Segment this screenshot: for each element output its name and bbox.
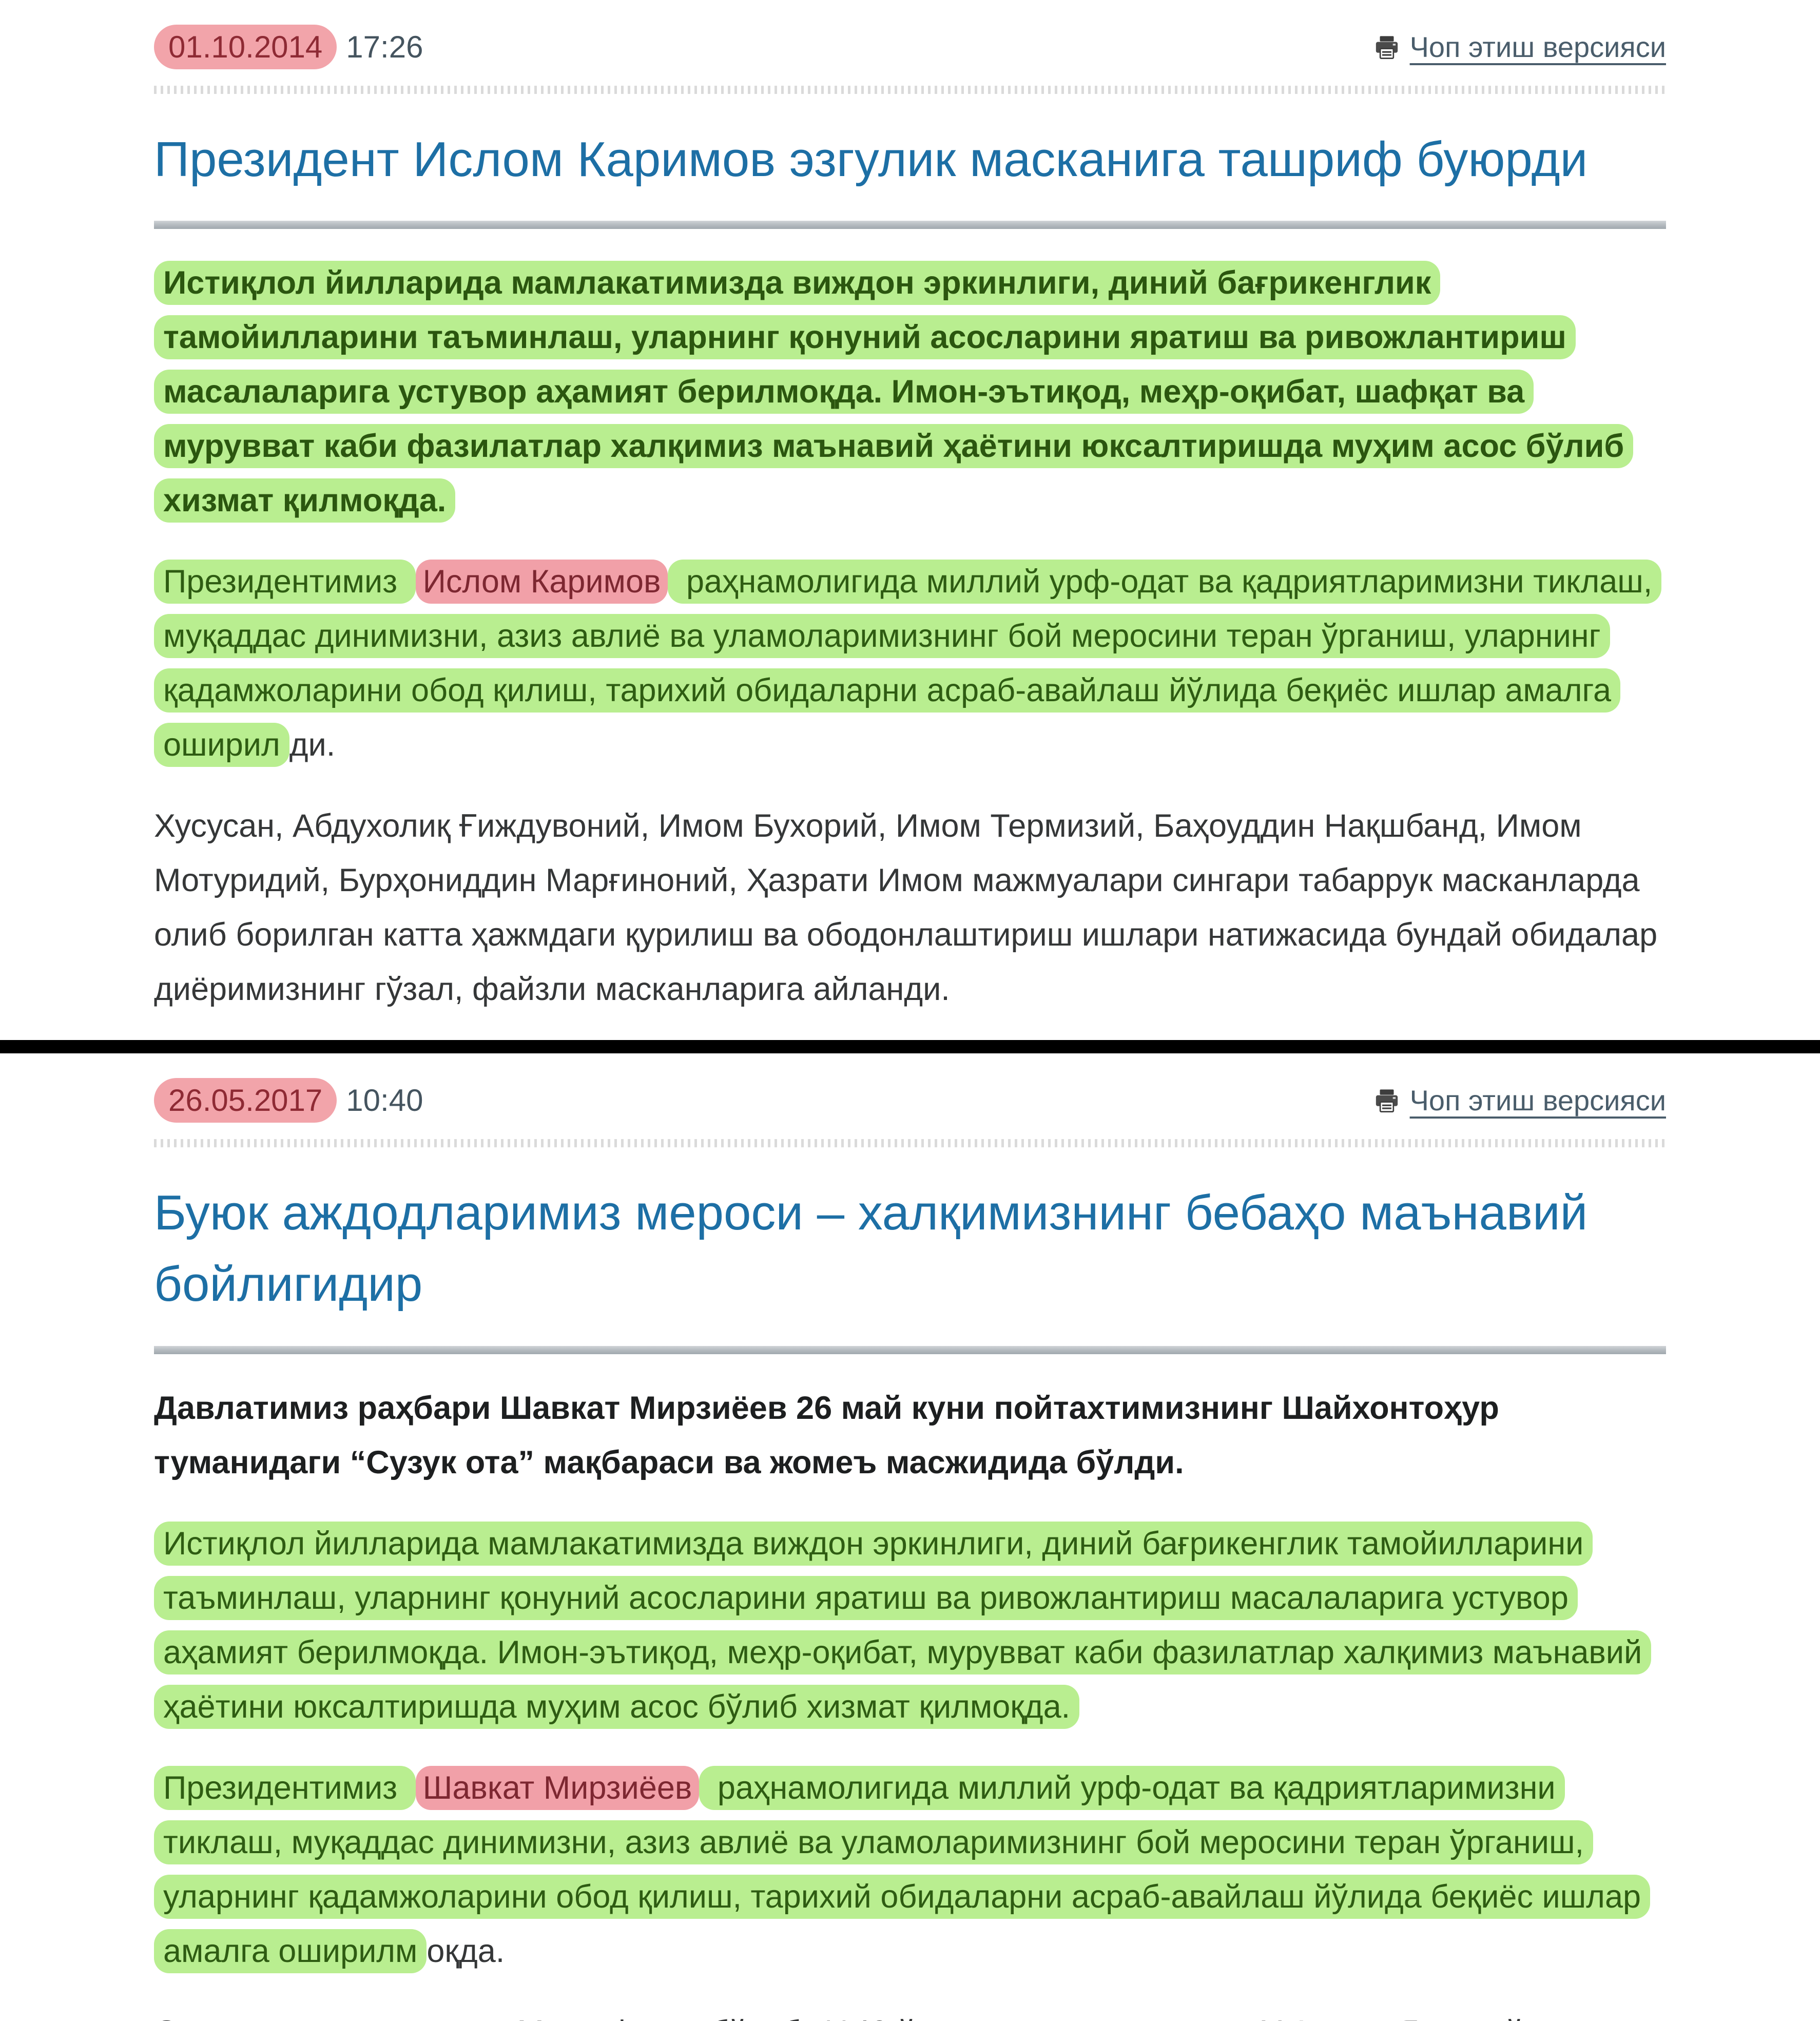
green-highlight-segment: Истиқлол йилларида мамлакатимизда виждон…: [154, 1521, 1652, 1729]
date-badge: 01.10.2014: [154, 25, 337, 69]
article-meta-row: 01.10.2014 17:26 Чоп этиш версияси: [154, 25, 1666, 69]
printer-icon: [1373, 1087, 1401, 1114]
dashed-separator: [154, 86, 1666, 94]
print-link-label: Чоп этиш версияси: [1409, 1084, 1666, 1117]
pink-name-highlight: Ислом Каримов: [415, 560, 668, 604]
title-underline-rule: [154, 1345, 1666, 1354]
time-label: 17:26: [346, 30, 423, 64]
print-version-link[interactable]: Чоп этиш версияси: [1373, 30, 1666, 64]
article-2014: 01.10.2014 17:26 Чоп этиш версияси: [154, 25, 1666, 1008]
article-title: Президент Ислом Каримов эзгулик масканиг…: [154, 132, 1588, 187]
date-badge: 26.05.2017: [154, 1078, 337, 1123]
paragraph-intro: Истиқлол йилларида мамлакатимизда виждон…: [154, 256, 1666, 528]
article-2017: 26.05.2017 10:40 Чоп этиш версияси: [0, 1053, 1820, 2021]
date-time-group: 26.05.2017 10:40: [154, 1078, 423, 1123]
paragraph-president: Президентимиз Ислом Каримов раҳнамолигид…: [154, 554, 1666, 772]
green-highlight-segment: Президентимиз: [154, 1765, 416, 1810]
green-highlight-segment: Истиқлол йилларида мамлакатимизда виждон…: [154, 261, 1634, 523]
black-divider-bar: [0, 1040, 1820, 1054]
pink-name-highlight: Шавкат Мирзиёев: [415, 1765, 700, 1810]
date-time-group: 01.10.2014 17:26: [154, 25, 423, 69]
paragraph-lead: Давлатимиз раҳбари Шавкат Мирзиёев 26 ма…: [154, 1390, 1499, 1480]
paragraph-suzuk-ota: Сузук отанинг асл исми Мустафоқул бўлиб,…: [154, 2005, 1666, 2021]
article-title: Буюк аждодларимиз мероси – халқимизнинг …: [154, 1185, 1588, 1312]
plain-text-segment: ди.: [289, 727, 336, 763]
print-version-link[interactable]: Чоп этиш версияси: [1373, 1084, 1666, 1117]
dashed-separator: [154, 1139, 1666, 1148]
title-underline-rule: [154, 221, 1666, 229]
article-meta-row: 26.05.2017 10:40 Чоп этиш версияси: [154, 1078, 1666, 1123]
paragraph-intro: Истиқлол йилларида мамлакатимизда виждон…: [154, 1516, 1666, 1734]
paragraph-sites: Хусусан, Абдухолиқ Ғиждувоний, Имом Бухо…: [154, 808, 1658, 1008]
print-link-label: Чоп этиш версияси: [1409, 31, 1666, 63]
plain-text-segment: оқда.: [427, 1933, 505, 1969]
printer-icon: [1373, 33, 1401, 61]
paragraph-president: Президентимиз Шавкат Мирзиёев раҳнамолиг…: [154, 1761, 1666, 1978]
green-highlight-segment: Президентимиз: [154, 560, 416, 604]
time-label: 10:40: [346, 1083, 423, 1118]
